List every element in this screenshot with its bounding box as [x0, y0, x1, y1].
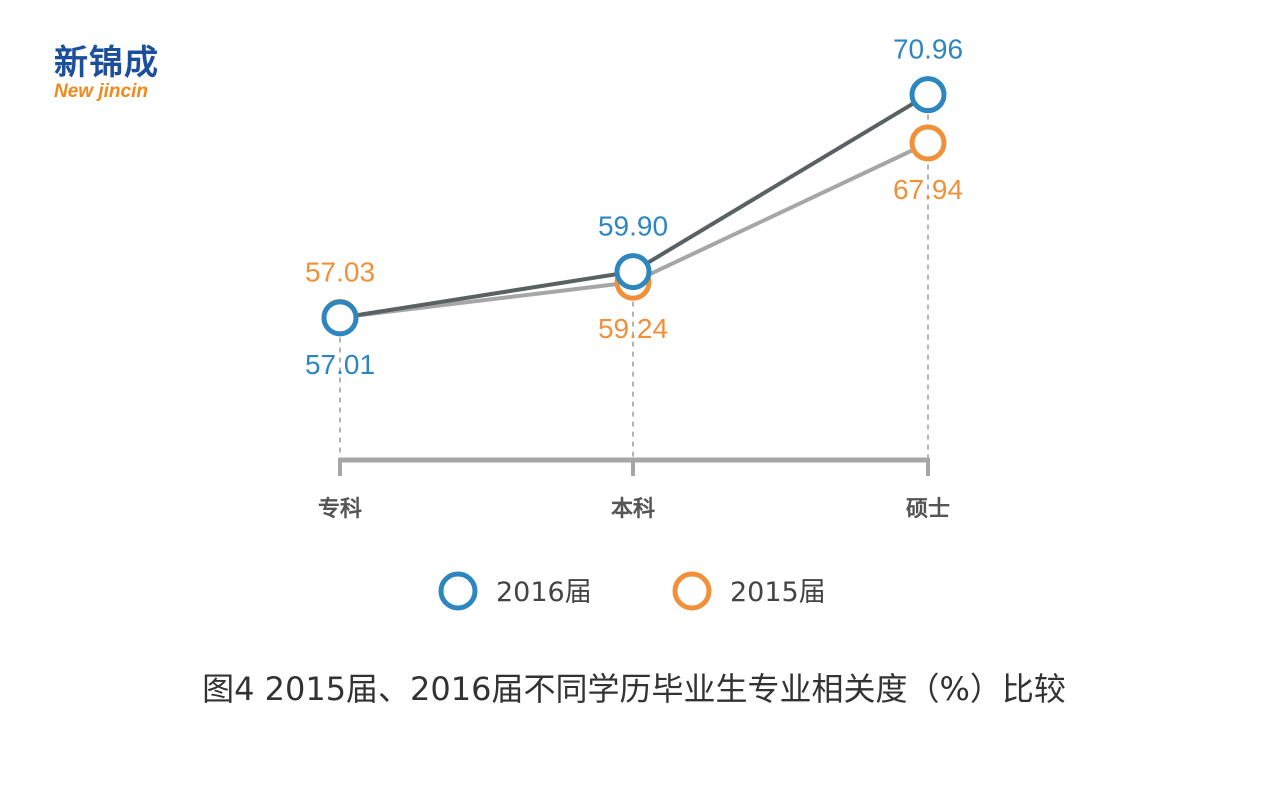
x-tick-label: 硕士 — [906, 497, 950, 522]
legend-marker — [672, 571, 712, 611]
chart: 57.01 59.90 70.96 57.03 59.24 67.94 专科 本科 硕士 20… — [305, 34, 963, 611]
series-markers — [321, 76, 947, 337]
data-label: 70.96 — [893, 34, 963, 65]
logo-text-en: New jincin — [54, 81, 148, 102]
data-point — [909, 124, 947, 162]
data-label: 59.90 — [598, 211, 668, 242]
x-tick-labels: 专科 本科 硕士 — [318, 496, 950, 522]
x-tick-label: 专科 — [318, 496, 362, 522]
data-label: 57.03 — [305, 257, 375, 288]
x-axis — [338, 457, 930, 476]
legend: 2016届 2015届 — [438, 571, 826, 611]
data-point — [614, 253, 652, 291]
data-labels: 57.01 59.90 70.96 57.03 59.24 67.94 — [305, 34, 963, 380]
legend-marker — [438, 571, 478, 611]
logo: 新锦成 New jincin — [54, 44, 159, 102]
data-point — [909, 76, 947, 114]
data-label: 59.24 — [598, 313, 668, 344]
data-label: 57.01 — [305, 349, 375, 380]
figure-caption: 图4 2015届、2016届不同学历毕业生专业相关度（%）比较 — [202, 670, 1066, 708]
x-tick-label: 本科 — [611, 497, 655, 522]
logo-text-cn: 新锦成 — [54, 43, 159, 83]
legend-label: 2015届 — [730, 577, 826, 608]
legend-label: 2016届 — [496, 577, 592, 608]
data-label: 67.94 — [893, 174, 963, 205]
data-point — [321, 299, 359, 337]
